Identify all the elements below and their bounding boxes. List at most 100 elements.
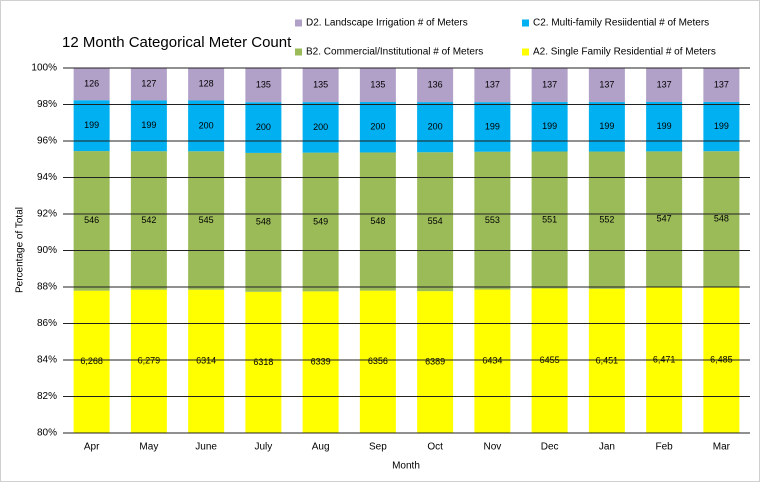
data-label: 127 — [141, 79, 156, 89]
x-tick-label: July — [254, 442, 272, 453]
bar-segment — [245, 291, 282, 433]
data-label: 542 — [141, 215, 156, 225]
bar-segment — [359, 68, 396, 103]
data-label: 546 — [84, 215, 99, 225]
y-tick-label: 86% — [37, 318, 57, 329]
bar-segment — [531, 288, 568, 433]
data-label: 200 — [256, 122, 271, 132]
bar-segment — [73, 290, 110, 433]
data-label: 552 — [599, 215, 614, 225]
data-label: 6,268 — [80, 356, 103, 366]
legend-label: A2. Single Family Residential # of Meter… — [533, 47, 716, 58]
y-tick-label: 80% — [37, 428, 57, 439]
data-label: 137 — [485, 79, 500, 89]
data-label: 6,279 — [138, 356, 161, 366]
x-tick-label: Apr — [84, 442, 100, 453]
bar-segment — [703, 151, 740, 287]
y-tick-label: 84% — [37, 355, 57, 366]
bar-segment — [474, 102, 511, 152]
bar-segment — [417, 102, 454, 153]
y-tick-label: 90% — [37, 245, 57, 256]
data-label: 136 — [428, 79, 443, 89]
bar-segment — [417, 152, 454, 292]
bar-segment — [646, 151, 683, 288]
bar-segment — [130, 289, 167, 433]
legend-label: C2. Multi-family Resiidential # of Meter… — [533, 18, 709, 29]
data-label: 128 — [199, 79, 214, 89]
bar-segment — [359, 152, 396, 291]
bar-segment — [73, 151, 110, 291]
data-label: 6434 — [482, 356, 502, 366]
x-tick-label: Jan — [599, 442, 615, 453]
bar-segment — [703, 101, 740, 152]
x-axis-label: Month — [392, 461, 420, 472]
y-tick-label: 88% — [37, 282, 57, 293]
y-tick-label: 82% — [37, 391, 57, 402]
x-tick-label: Aug — [312, 442, 330, 453]
data-label: 6,471 — [653, 354, 676, 364]
bar-segment — [588, 68, 625, 103]
bar-segment — [188, 68, 225, 101]
data-label: 137 — [542, 79, 557, 89]
bar-segment — [417, 291, 454, 433]
bar-segment — [73, 100, 110, 152]
data-label: 200 — [428, 122, 443, 132]
data-label: 6389 — [425, 356, 445, 366]
bar-segment — [359, 290, 396, 433]
data-label: 6,485 — [710, 354, 733, 364]
chart-title: 12 Month Categorical Meter Count — [62, 34, 292, 51]
data-label: 549 — [313, 216, 328, 226]
data-label: 548 — [370, 216, 385, 226]
data-label: 135 — [370, 79, 385, 89]
bar-segment — [130, 151, 167, 290]
x-tick-label: Sep — [369, 442, 387, 453]
data-label: 6318 — [253, 357, 273, 367]
bar-segment — [474, 289, 511, 433]
data-label: 6356 — [368, 356, 388, 366]
bar-segment — [245, 152, 282, 292]
bar-segment — [588, 102, 625, 152]
y-tick-label: 94% — [37, 172, 57, 183]
data-label: 548 — [256, 217, 271, 227]
legend-swatch — [522, 19, 529, 27]
legend-label: B2. Commercial/Institutional # of Meters — [306, 47, 483, 58]
bar-segment — [302, 152, 339, 292]
bar-segment — [646, 101, 683, 152]
data-label: 199 — [599, 121, 614, 131]
data-label: 137 — [599, 79, 614, 89]
data-label: 6339 — [311, 357, 331, 367]
data-label: 199 — [84, 120, 99, 130]
bar-segment — [588, 151, 625, 289]
y-tick-label: 98% — [37, 99, 57, 110]
data-label: 199 — [542, 121, 557, 131]
bar-segment — [531, 151, 568, 289]
x-tick-label: Oct — [427, 442, 443, 453]
bar-segment — [73, 68, 110, 101]
bar-segment — [302, 68, 339, 103]
legend-label: D2. Landscape Irrigation # of Meters — [306, 18, 468, 29]
bar-segment — [646, 68, 683, 102]
bar-segment — [130, 100, 167, 152]
bar-segment — [474, 68, 511, 103]
data-label: 199 — [485, 121, 500, 131]
bar-segment — [245, 68, 282, 103]
bar-segment — [130, 68, 167, 101]
data-label: 137 — [714, 79, 729, 89]
data-label: 200 — [199, 120, 214, 130]
x-tick-label: Dec — [541, 442, 559, 453]
bar-segment — [531, 102, 568, 152]
y-tick-label: 100% — [31, 63, 57, 74]
data-label: 199 — [141, 120, 156, 130]
x-tick-label: May — [139, 442, 158, 453]
data-label: 548 — [714, 213, 729, 223]
bar-segment — [417, 68, 454, 103]
y-tick-label: 96% — [37, 136, 57, 147]
bar-segment — [245, 102, 282, 153]
legend-swatch — [522, 48, 529, 56]
data-label: 200 — [370, 122, 385, 132]
bar-segment — [588, 288, 625, 433]
bar-segment — [359, 102, 396, 153]
data-label: 554 — [428, 216, 443, 226]
bar-segment — [703, 68, 740, 102]
